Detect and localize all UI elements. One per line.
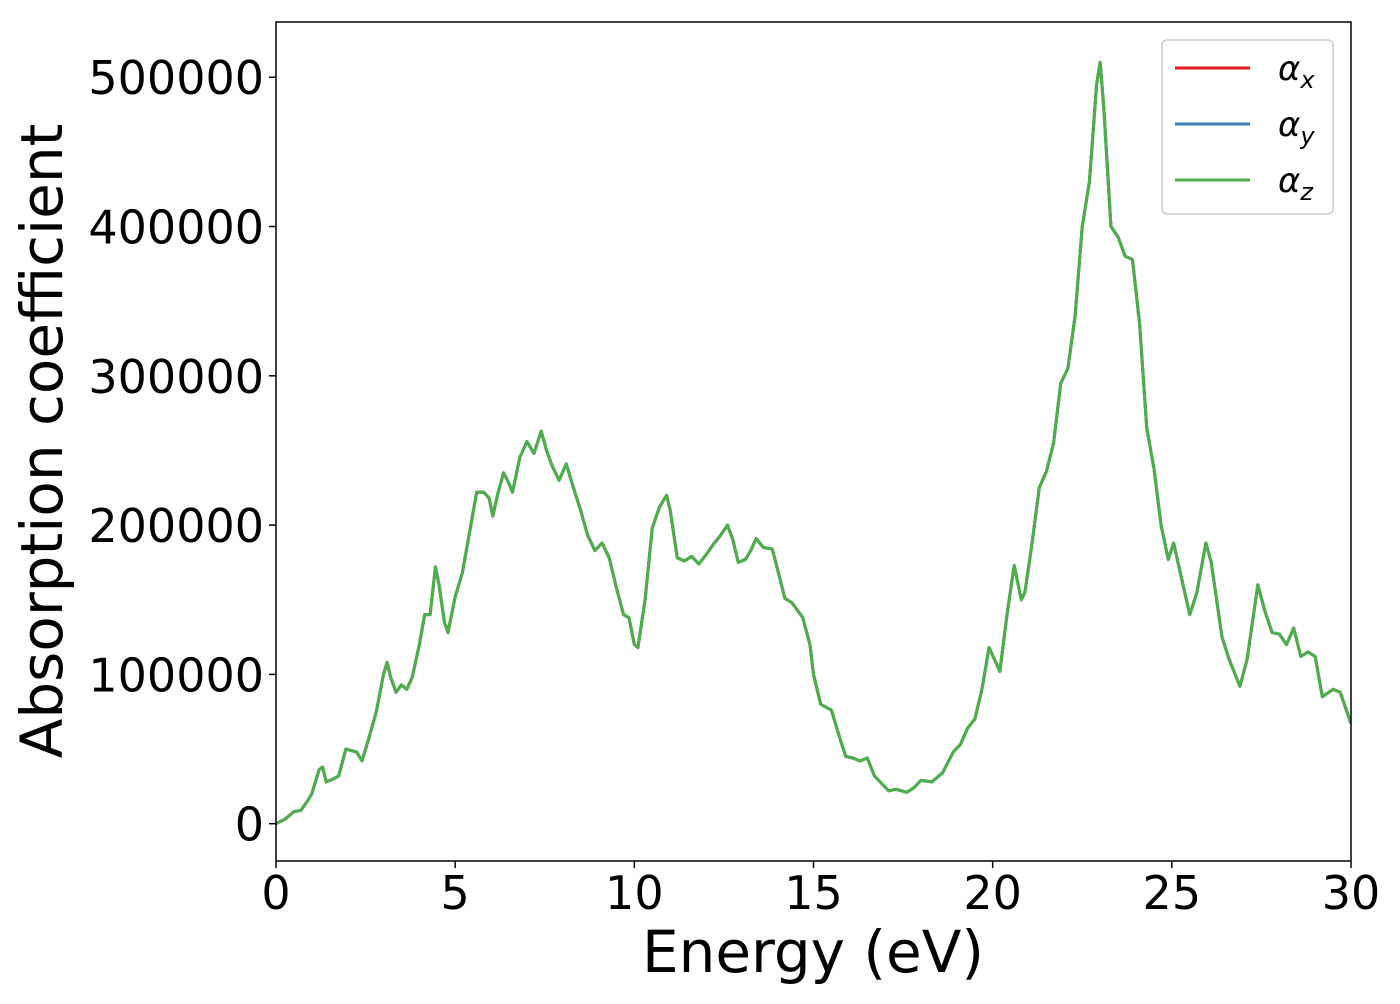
legend-box xyxy=(1161,39,1334,215)
x-tick-label: 5 xyxy=(441,866,470,920)
x-axis-label: Energy (eV) xyxy=(642,918,984,986)
x-tick-label: 25 xyxy=(1143,866,1202,920)
x-tick-label: 10 xyxy=(605,866,664,920)
y-tick-label: 200000 xyxy=(88,499,264,553)
x-tick-label: 30 xyxy=(1322,866,1381,920)
y-tick-label: 300000 xyxy=(88,350,264,404)
plot xyxy=(276,60,1351,826)
y-tick-label: 400000 xyxy=(88,201,264,255)
legend-label: αz xyxy=(1278,161,1314,206)
y-tick-label: 0 xyxy=(235,798,264,852)
legend-label: αy xyxy=(1278,105,1315,150)
series-line xyxy=(276,60,1351,826)
plot-frame xyxy=(275,21,1352,862)
y-axis-label: Absorption coefficient xyxy=(8,124,76,759)
y-tick-label: 100000 xyxy=(88,648,264,702)
x-tick-label: 0 xyxy=(261,866,290,920)
x-tick-label: 15 xyxy=(784,866,843,920)
x-tick-label: 20 xyxy=(963,866,1022,920)
legend-label: αx xyxy=(1278,49,1315,94)
y-tick-label: 500000 xyxy=(88,51,264,105)
